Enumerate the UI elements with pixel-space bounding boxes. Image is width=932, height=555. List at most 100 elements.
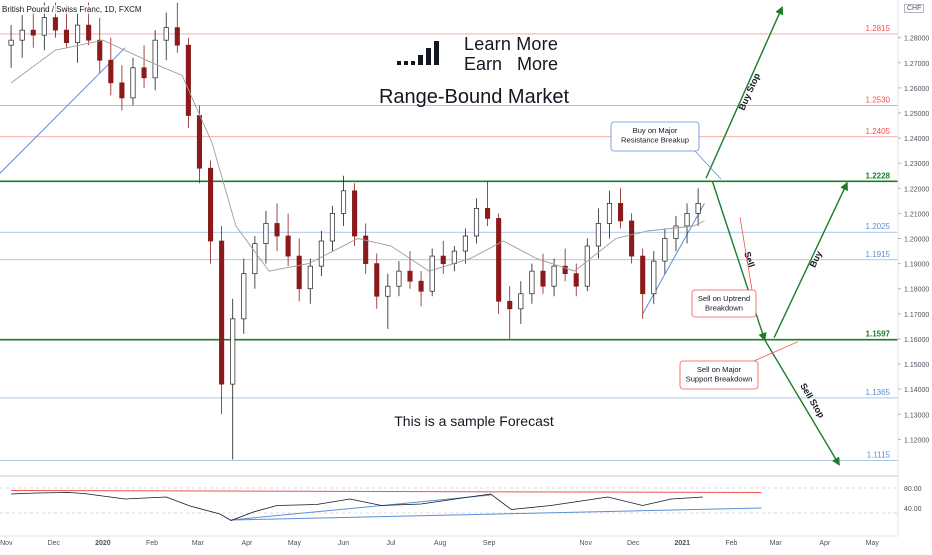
- candle[interactable]: [130, 67, 136, 99]
- callout-pointer: [739, 217, 753, 291]
- candle[interactable]: [551, 265, 557, 287]
- callout-text: Sell on Major: [697, 365, 742, 374]
- brand-bar: [404, 61, 408, 65]
- candle[interactable]: [618, 203, 624, 222]
- candle[interactable]: [141, 67, 147, 79]
- brand-line-2: Earn More: [464, 54, 559, 74]
- candle[interactable]: [684, 213, 690, 227]
- candle[interactable]: [429, 255, 435, 292]
- candle[interactable]: [119, 82, 125, 99]
- candle[interactable]: [318, 240, 324, 267]
- candle[interactable]: [440, 255, 446, 264]
- price-tick-label: 1.12000: [904, 437, 929, 444]
- price-tick-label: 1.26000: [904, 86, 929, 93]
- price-tick-label: 1.21000: [904, 211, 929, 218]
- callout-box: [691, 289, 757, 318]
- level-lines: 1.2815 1.2530 1.2405 1.2228 1.2025 1.1915 1.15…: [0, 24, 898, 462]
- candle[interactable]: [163, 27, 169, 41]
- price-tick-label: 1.22000: [904, 186, 929, 193]
- time-tick-label: Aug: [434, 540, 447, 547]
- candle[interactable]: [540, 270, 546, 287]
- brand-bar: [411, 61, 415, 65]
- candle[interactable]: [174, 27, 180, 46]
- candle[interactable]: [41, 17, 47, 36]
- candle[interactable]: [97, 39, 103, 61]
- candle[interactable]: [673, 225, 679, 239]
- moving-average: [10, 39, 705, 272]
- candle[interactable]: [75, 24, 81, 44]
- currency-badge: CHF: [904, 4, 925, 13]
- candle[interactable]: [396, 270, 402, 287]
- candle[interactable]: [407, 270, 413, 282]
- candle[interactable]: [462, 235, 468, 252]
- rsi-panel[interactable]: 80.00 40.00: [0, 475, 922, 521]
- candle[interactable]: [63, 29, 70, 44]
- callout-box: [610, 121, 700, 152]
- time-tick-label: 2021: [675, 540, 691, 547]
- candle[interactable]: [329, 213, 335, 242]
- callout-text: Breakdown: [705, 304, 743, 313]
- candle[interactable]: [252, 243, 258, 275]
- candle[interactable]: [695, 203, 701, 214]
- candle[interactable]: [296, 255, 302, 290]
- candle[interactable]: [219, 240, 225, 385]
- candle[interactable]: [662, 238, 668, 262]
- candle[interactable]: [263, 223, 269, 244]
- candle[interactable]: [363, 235, 369, 264]
- rsi-trendline: [231, 507, 762, 521]
- price-tick-label: 1.23000: [904, 161, 929, 168]
- candle[interactable]: [584, 245, 590, 287]
- time-axis[interactable]: Nov Dec 2020 Feb Mar Apr May Jun Jul Aug Sep Nov Dec…: [0, 535, 898, 547]
- candle[interactable]: [307, 265, 313, 290]
- candle[interactable]: [352, 190, 358, 237]
- rsi-trendline: [231, 494, 491, 521]
- candle[interactable]: [573, 273, 579, 287]
- candle[interactable]: [507, 300, 513, 310]
- candle[interactable]: [196, 115, 203, 169]
- candle[interactable]: [230, 318, 236, 385]
- candle[interactable]: [518, 293, 524, 310]
- candle[interactable]: [108, 59, 114, 84]
- candle[interactable]: [595, 223, 601, 247]
- candle[interactable]: [19, 29, 25, 41]
- candle[interactable]: [529, 270, 535, 295]
- candle[interactable]: [651, 260, 657, 295]
- candle[interactable]: [207, 167, 214, 242]
- callout-text: Support Breakdown: [686, 375, 753, 384]
- candle[interactable]: [274, 223, 280, 237]
- level-label-1.2815: 1.2815: [866, 24, 891, 33]
- footer-note: This is a sample Forecast: [394, 413, 554, 429]
- callout-text: Resistance Breakup: [621, 136, 689, 145]
- candle[interactable]: [562, 265, 568, 275]
- candle[interactable]: [451, 250, 457, 264]
- candle[interactable]: [629, 220, 635, 257]
- candle[interactable]: [152, 39, 158, 79]
- candle[interactable]: [374, 263, 380, 297]
- candle[interactable]: [241, 273, 247, 320]
- candle[interactable]: [86, 24, 92, 41]
- candle[interactable]: [496, 218, 502, 302]
- price-tick-label: 1.13000: [904, 412, 929, 419]
- candle[interactable]: [640, 255, 646, 295]
- time-tick-label: Mar: [192, 540, 205, 547]
- time-tick-label: May: [288, 540, 302, 547]
- candle[interactable]: [485, 208, 491, 219]
- candle[interactable]: [52, 17, 58, 31]
- candle[interactable]: [473, 208, 480, 237]
- price-tick-label: 1.27000: [904, 61, 929, 68]
- candle[interactable]: [606, 203, 613, 224]
- candle[interactable]: [418, 280, 424, 292]
- price-axis[interactable]: 1.28000 1.27000 1.26000 1.25000 1.24000 1.230…: [897, 0, 929, 536]
- forecast-label: Sell: [742, 250, 757, 268]
- callout-pointer: [753, 341, 799, 362]
- candle[interactable]: [385, 285, 391, 297]
- candle[interactable]: [340, 190, 347, 214]
- candle[interactable]: [285, 235, 291, 257]
- candle[interactable]: [8, 39, 14, 46]
- candle[interactable]: [185, 44, 191, 116]
- candle[interactable]: [30, 29, 36, 36]
- candles[interactable]: [8, 2, 701, 460]
- time-tick-label: Nov: [580, 540, 593, 547]
